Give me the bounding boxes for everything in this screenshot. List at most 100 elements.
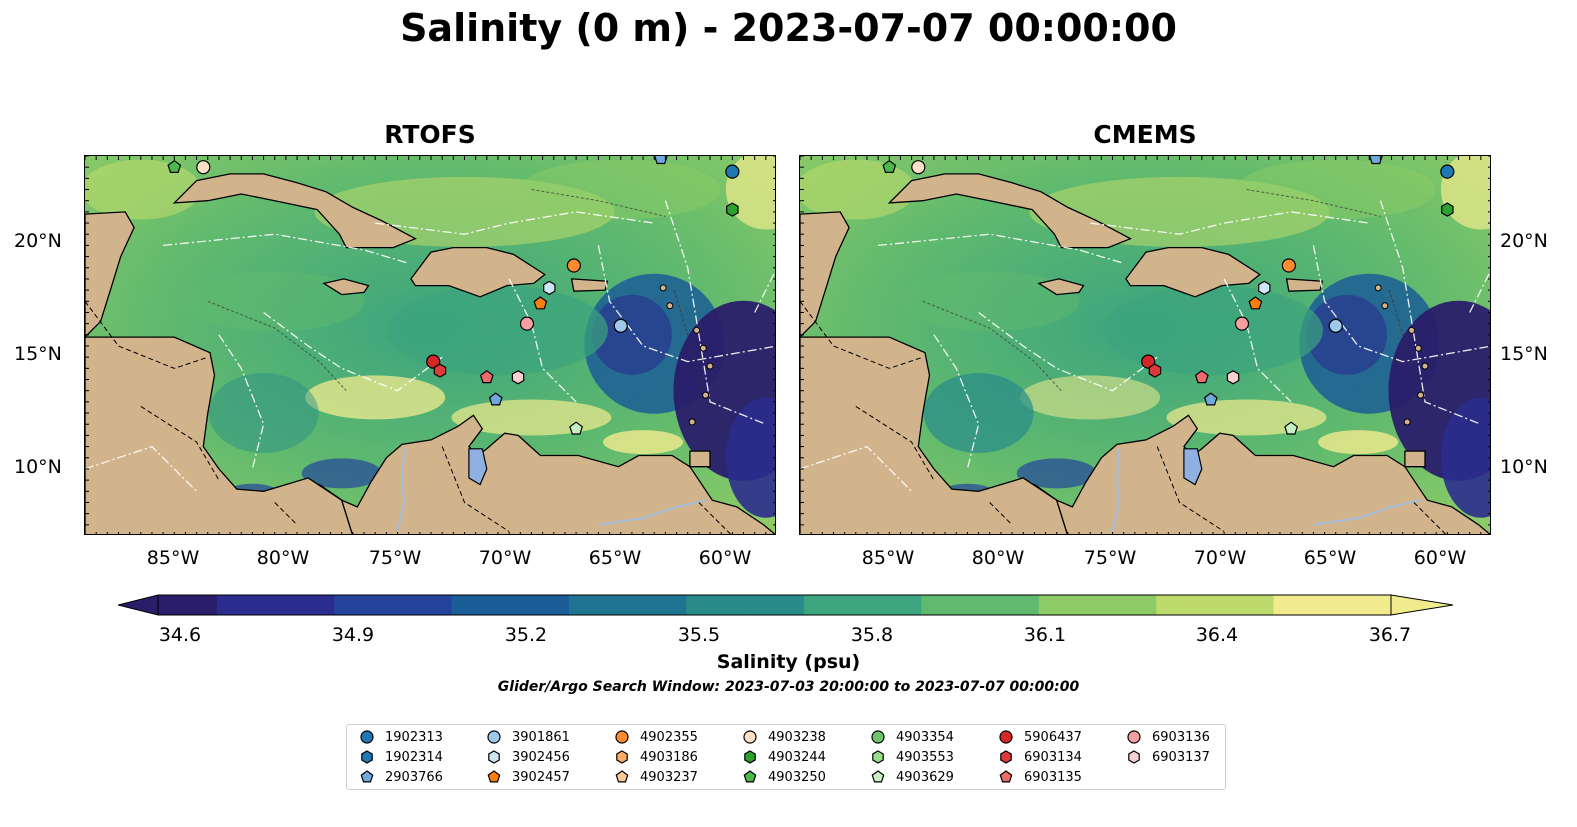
platform-marker-6903136 bbox=[1234, 316, 1250, 331]
legend-item-6903134: 6903134 bbox=[998, 748, 1082, 766]
lon-label-75w-right: 75°W bbox=[1083, 547, 1137, 569]
colorbar-segment bbox=[686, 595, 746, 615]
land-puertorico bbox=[1285, 278, 1324, 292]
colorbar-segment bbox=[921, 595, 981, 615]
salinity-patch bbox=[520, 159, 721, 220]
salinity-patch bbox=[1318, 430, 1399, 455]
island bbox=[666, 302, 674, 310]
lat-label-10n-right: 10°N bbox=[1500, 456, 1548, 478]
land-trinidad bbox=[689, 450, 711, 468]
legend-marker-circle bbox=[1127, 730, 1141, 744]
island bbox=[1421, 362, 1429, 370]
legend-item-2903766: 2903766 bbox=[359, 768, 443, 786]
legend-marker-hexagon bbox=[1000, 750, 1012, 764]
eez-boundary bbox=[1223, 278, 1292, 403]
platform-marker-4903244 bbox=[726, 202, 739, 217]
country-border bbox=[85, 301, 208, 369]
colorbar-tick: 34.9 bbox=[331, 624, 375, 646]
land-jamaica bbox=[322, 278, 370, 296]
lat-label-20n-left: 20°N bbox=[14, 230, 62, 252]
legend-marker-hexagon bbox=[872, 750, 884, 764]
platform-marker-2903766 bbox=[1369, 156, 1383, 165]
platform-marker-3901861 bbox=[1328, 318, 1343, 333]
platform-marker-5906437 bbox=[426, 354, 441, 369]
lon-label-70w-left: 70°W bbox=[478, 547, 532, 569]
lon-label-60w-right: 60°W bbox=[1413, 547, 1467, 569]
figure-title: Salinity (0 m) - 2023-07-07 00:00:00 bbox=[400, 6, 1177, 50]
salinity-patch bbox=[1016, 458, 1097, 489]
island bbox=[702, 391, 710, 399]
legend-item-3902457: 3902457 bbox=[486, 768, 570, 786]
salinity-patch bbox=[1306, 294, 1387, 375]
eez-boundary bbox=[754, 270, 775, 313]
colorbar-tick: 36.4 bbox=[1195, 624, 1239, 646]
eez-boundary bbox=[664, 200, 767, 425]
colorbar-svg bbox=[117, 594, 1454, 616]
platform-marker-4903629 bbox=[1284, 421, 1299, 435]
eez-boundary bbox=[375, 211, 655, 235]
legend-marker-hexagon bbox=[488, 750, 500, 764]
land-trinidad bbox=[1404, 450, 1426, 468]
platform-marker-3902456 bbox=[1258, 280, 1271, 296]
legend-label: 6903135 bbox=[1024, 769, 1082, 785]
platform-marker-4903238 bbox=[911, 160, 926, 175]
legend-item-3901861: 3901861 bbox=[486, 728, 570, 746]
river bbox=[396, 448, 406, 532]
legend-marker-pentagon bbox=[999, 770, 1013, 783]
country-border bbox=[441, 446, 510, 532]
land-cuba bbox=[887, 173, 1132, 249]
colorbar-segment bbox=[1097, 595, 1157, 615]
platform-marker-3901861 bbox=[613, 318, 628, 333]
legend-item-4903237: 4903237 bbox=[614, 768, 698, 786]
lat-label-15n-left: 15°N bbox=[14, 343, 62, 365]
legend-marker-circle bbox=[487, 730, 501, 744]
colorbar-segment bbox=[216, 595, 276, 615]
platform-marker-6903137 bbox=[1226, 370, 1240, 385]
country-border bbox=[274, 502, 298, 526]
colorbar-label: Salinity (psu) bbox=[716, 651, 861, 673]
legend-item-1902314: 1902314 bbox=[359, 748, 443, 766]
legend-marker-pentagon bbox=[487, 770, 501, 783]
lon-label-85w-right: 85°W bbox=[861, 547, 915, 569]
legend-item-4903629: 4903629 bbox=[870, 768, 954, 786]
land-jamaica bbox=[1037, 278, 1085, 296]
legend-marker-circle bbox=[615, 730, 629, 744]
platform-marker-6903134 bbox=[433, 363, 447, 378]
island bbox=[1381, 302, 1389, 310]
rtofs-map-svg bbox=[85, 156, 775, 534]
eez-boundary bbox=[978, 311, 1158, 392]
platform-marker-4903244 bbox=[1441, 202, 1454, 217]
colorbar-tick: 36.7 bbox=[1368, 624, 1412, 646]
lon-label-80w-left: 80°W bbox=[256, 547, 310, 569]
salinity-patch bbox=[725, 397, 775, 518]
island bbox=[1414, 344, 1422, 352]
legend-label: 3901861 bbox=[512, 729, 570, 745]
platform-legend: 1902313 1902314 2903766 3901861 3902456 39024… bbox=[346, 724, 1226, 790]
lon-label-65w-right: 65°W bbox=[1303, 547, 1357, 569]
island bbox=[1403, 418, 1411, 426]
legend-item-4903553: 4903553 bbox=[870, 748, 954, 766]
eez-boundary bbox=[263, 311, 443, 392]
platform-marker-1902313 bbox=[725, 164, 740, 179]
eez-boundary bbox=[1312, 245, 1490, 363]
legend-label: 6903134 bbox=[1024, 749, 1082, 765]
eez-boundary bbox=[933, 334, 980, 470]
eez-boundary bbox=[800, 445, 913, 492]
legend-label: 3902456 bbox=[512, 749, 570, 765]
colorbar-tick: 35.5 bbox=[677, 624, 721, 646]
colorbar-segment bbox=[1332, 595, 1392, 615]
colorbar-segment bbox=[275, 595, 335, 615]
eez-boundary bbox=[218, 334, 265, 470]
panel-title-rtofs: RTOFS bbox=[384, 120, 476, 149]
legend-marker-hexagon bbox=[744, 750, 756, 764]
salinity-patch bbox=[1235, 159, 1436, 220]
search-window-caption: Glider/Argo Search Window: 2023-07-03 20… bbox=[497, 679, 1080, 695]
legend-item-5906437: 5906437 bbox=[998, 728, 1082, 746]
platform-marker-6903135 bbox=[1194, 370, 1209, 384]
island bbox=[1408, 326, 1416, 334]
salinity-patch bbox=[184, 271, 365, 332]
map-cmems bbox=[799, 155, 1491, 535]
lat-label-20n-right: 20°N bbox=[1500, 230, 1548, 252]
legend-marker-circle bbox=[743, 730, 757, 744]
platform-marker-4903250 bbox=[882, 159, 897, 173]
